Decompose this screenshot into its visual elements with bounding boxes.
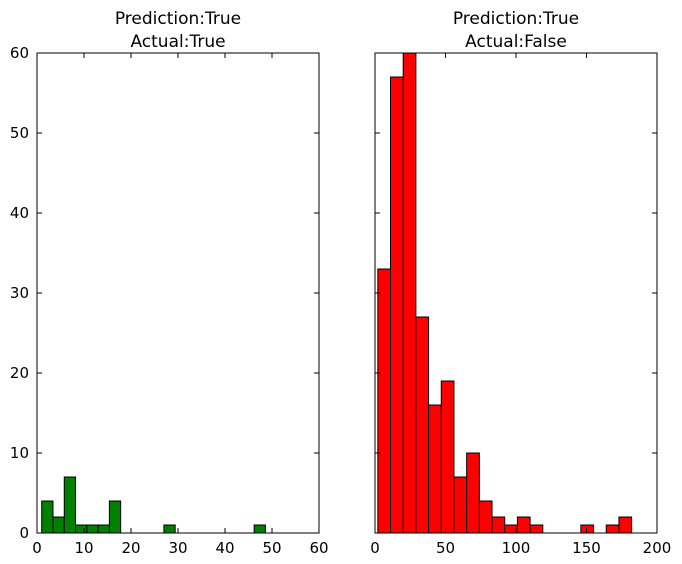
right-title-line1: Prediction:True (453, 9, 579, 29)
right-title-line2: Actual:False (465, 32, 567, 52)
left-x-tick-label: 50 (262, 539, 281, 557)
right-histogram-bar (580, 524, 595, 534)
right-histogram-bar (377, 268, 392, 534)
left-title-line1: Prediction:True (115, 9, 241, 29)
left-title-line2: Actual:True (130, 32, 225, 52)
left-y-tick-label: 10 (10, 444, 29, 462)
left-histogram-bar (97, 524, 110, 534)
right-bars (377, 52, 633, 534)
right-x-tick-label: 100 (502, 539, 531, 557)
left-y-tick-label: 50 (10, 124, 29, 142)
left-y-tick-label: 0 (19, 524, 29, 542)
left-histogram-panel: Prediction:True Actual:True 0 10 20 30 40 50 6… (10, 9, 329, 557)
left-x-tick-label: 30 (168, 539, 187, 557)
left-histogram-bar (75, 524, 88, 534)
right-axis-ticks: 0 50 100 150 200 (370, 52, 672, 557)
right-x-tick-label: 150 (572, 539, 601, 557)
left-axis-ticks: 0 10 20 30 40 50 60 0 10 20 30 40 50 60 (10, 44, 329, 557)
right-histogram-bar (453, 476, 468, 534)
left-histogram-bar (108, 500, 122, 534)
left-x-tick-label: 20 (121, 539, 140, 557)
left-histogram-bar (253, 524, 266, 534)
left-x-tick-label: 40 (215, 539, 234, 557)
right-histogram-bar (618, 516, 633, 534)
left-y-tick-label: 40 (10, 204, 29, 222)
left-x-tick-label: 60 (309, 539, 328, 557)
right-histogram-bar (478, 500, 493, 534)
right-histogram-bar (466, 452, 480, 534)
left-histogram-bar (63, 476, 77, 534)
right-histogram-bar (491, 516, 506, 534)
right-histogram-bar (415, 316, 430, 534)
right-histogram-bar (428, 404, 442, 534)
right-histogram-panel: Prediction:True Actual:False 0 50 100 150 20… (370, 9, 671, 557)
right-histogram-bar (529, 524, 544, 534)
right-x-tick-label: 50 (436, 539, 455, 557)
left-histogram-bar (163, 524, 176, 534)
left-histogram-bar (52, 516, 65, 534)
left-y-tick-label: 60 (10, 44, 29, 62)
right-x-tick-label: 200 (643, 539, 672, 557)
left-y-tick-label: 30 (10, 284, 29, 302)
left-histogram-bar (86, 524, 99, 534)
right-x-tick-label: 0 (370, 539, 380, 557)
right-histogram-bar (440, 380, 455, 534)
left-x-tick-label: 10 (74, 539, 93, 557)
left-bars (41, 476, 266, 534)
right-histogram-bar (605, 524, 620, 534)
right-histogram-bar (390, 76, 404, 534)
right-plot-frame (374, 52, 658, 534)
right-histogram-bar (402, 52, 417, 534)
left-x-tick-label: 0 (32, 539, 42, 557)
left-y-tick-label: 20 (10, 364, 29, 382)
right-histogram-bar (516, 516, 531, 534)
left-histogram-bar (41, 500, 54, 534)
left-plot-frame (36, 52, 320, 534)
